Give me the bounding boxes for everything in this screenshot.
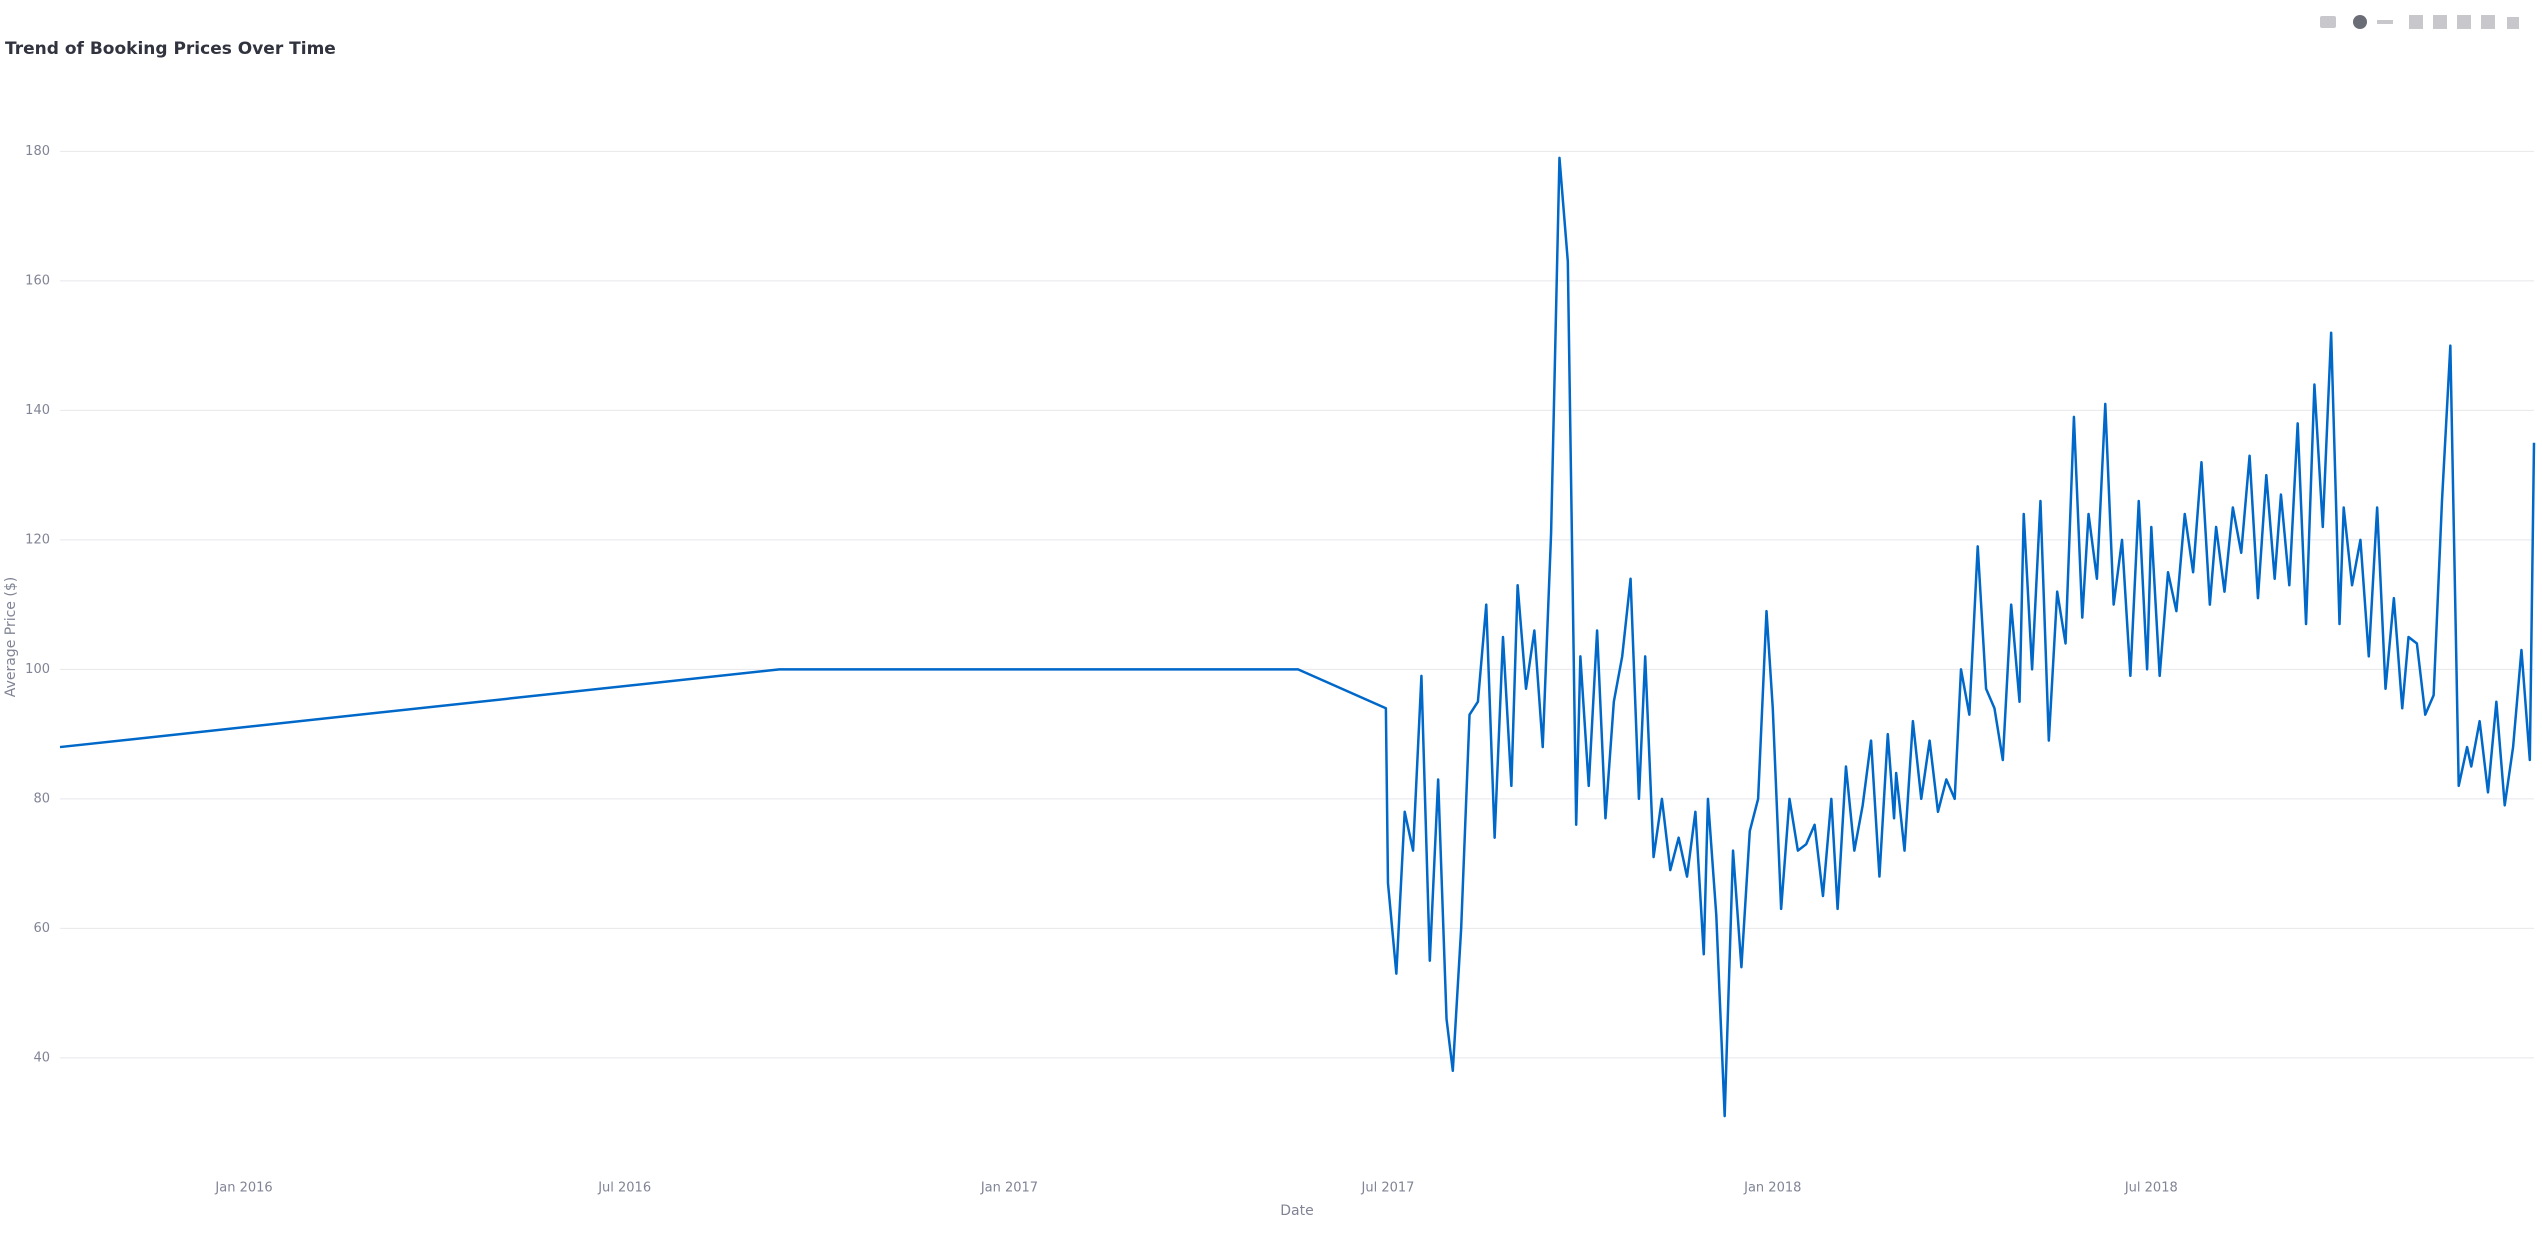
y-tick-label: 40 <box>33 1050 50 1065</box>
zoom-button[interactable] <box>2353 15 2367 29</box>
toolbar <box>2320 15 2519 29</box>
x-tick-label: Jan 2016 <box>214 1181 272 1196</box>
zoom-out-button[interactable] <box>2433 15 2447 29</box>
y-tick-label: 60 <box>33 921 50 936</box>
y-tick-label: 180 <box>25 144 50 159</box>
x-tick-label: Jul 2016 <box>597 1181 651 1196</box>
fullscreen-button[interactable] <box>2507 17 2519 29</box>
y-tick-label: 100 <box>25 662 50 677</box>
x-tick-label: Jan 2018 <box>1743 1181 1801 1196</box>
y-tick-label: 160 <box>25 273 50 288</box>
autoscale-button[interactable] <box>2457 15 2471 29</box>
y-tick-label: 80 <box>33 791 50 806</box>
x-tick-label: Jan 2017 <box>980 1181 1038 1196</box>
camera-button[interactable] <box>2320 16 2336 28</box>
x-tick-label: Jul 2017 <box>1361 1181 1415 1196</box>
x-axis-title: Date <box>1280 1203 1313 1219</box>
line-series <box>59 156 2536 1118</box>
y-axis-title: Average Price ($) <box>3 577 19 697</box>
chart-title: Trend of Booking Prices Over Time <box>5 39 336 59</box>
y-tick-label: 140 <box>25 403 50 418</box>
x-tick-label: Jul 2018 <box>2124 1181 2178 1196</box>
y-tick-label: 120 <box>25 532 50 547</box>
pan-button[interactable] <box>2377 20 2393 24</box>
reset-button[interactable] <box>2481 15 2495 29</box>
zoom-in-button[interactable] <box>2409 15 2423 29</box>
